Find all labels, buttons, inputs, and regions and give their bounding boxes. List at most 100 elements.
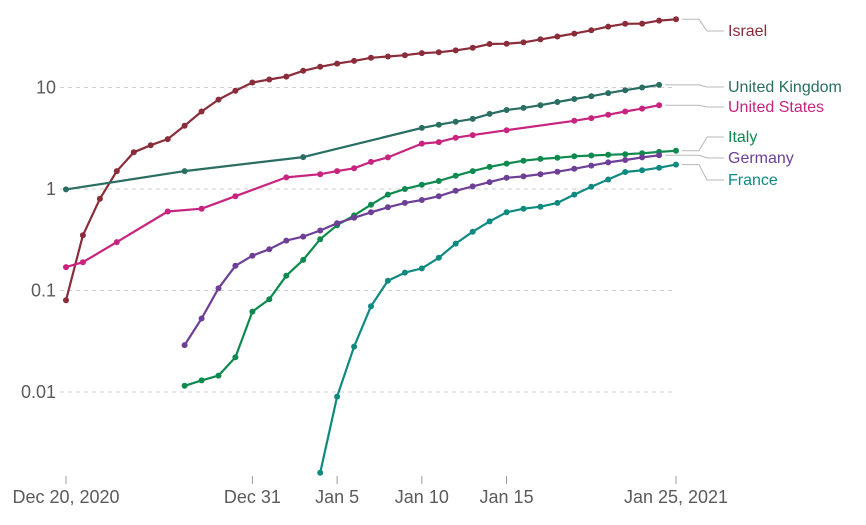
data-point-germany: [537, 171, 544, 178]
series-italy: [181, 147, 679, 389]
data-point-italy: [249, 308, 256, 315]
data-point-germany: [300, 233, 307, 240]
data-point-united-kingdom: [435, 121, 442, 128]
data-point-israel: [130, 149, 137, 156]
grid-layer: [60, 87, 676, 393]
series-germany: [181, 152, 663, 349]
series-line-france: [319, 163, 678, 474]
data-point-united-states: [317, 171, 324, 178]
data-point-israel: [96, 195, 103, 202]
data-point-israel: [554, 33, 561, 40]
data-point-united-kingdom: [520, 104, 527, 111]
data-point-italy: [639, 150, 646, 157]
data-point-france: [334, 393, 341, 400]
data-point-united-states: [639, 105, 646, 112]
data-point-united-states: [198, 205, 205, 212]
data-point-israel: [198, 108, 205, 115]
data-point-germany: [384, 204, 391, 211]
data-point-united-kingdom: [537, 102, 544, 109]
data-point-germany: [317, 227, 324, 234]
data-point-israel: [300, 67, 307, 74]
data-point-united-kingdom: [469, 115, 476, 122]
legend-connector-united-states: [665, 104, 724, 108]
series-line-italy: [183, 149, 678, 387]
data-point-israel: [469, 44, 476, 51]
data-point-italy: [588, 152, 595, 159]
data-point-france: [486, 218, 493, 225]
y-tick-label: 1: [46, 179, 56, 199]
data-point-germany: [418, 197, 425, 203]
data-point-france: [317, 469, 324, 476]
series-united-kingdom: [63, 81, 663, 193]
data-point-israel: [266, 76, 273, 83]
data-point-united-kingdom: [605, 90, 612, 97]
data-point-france: [435, 254, 442, 261]
data-point-italy: [232, 354, 239, 361]
data-point-italy: [571, 153, 578, 160]
data-point-germany: [639, 154, 646, 161]
data-point-italy: [418, 181, 425, 188]
data-point-united-kingdom: [181, 168, 188, 175]
data-point-italy: [283, 272, 290, 279]
data-point-israel: [164, 136, 171, 143]
data-point-united-states: [384, 154, 391, 161]
data-point-italy: [537, 155, 544, 162]
x-tick-label: Jan 15: [480, 487, 534, 507]
data-point-israel: [605, 23, 612, 30]
data-point-germany: [486, 179, 493, 186]
data-point-germany: [368, 209, 374, 216]
data-point-italy: [181, 382, 188, 389]
data-point-united-states: [435, 139, 442, 146]
series-israel: [63, 16, 679, 304]
data-point-israel: [520, 39, 527, 46]
data-point-israel: [113, 168, 120, 175]
data-point-israel: [384, 53, 391, 60]
data-point-germany: [198, 315, 205, 322]
legend-layer: Israel United Kingdom United States Italy Ge…: [665, 18, 842, 189]
data-point-italy: [435, 178, 442, 184]
data-point-germany: [503, 174, 510, 181]
data-point-germany: [215, 285, 222, 292]
data-point-france: [571, 191, 578, 198]
data-point-israel: [368, 54, 374, 61]
data-point-united-kingdom: [554, 99, 561, 105]
data-point-united-states: [622, 108, 629, 115]
data-point-italy: [384, 191, 391, 198]
data-point-italy: [622, 151, 629, 158]
data-point-united-states: [418, 140, 425, 147]
data-point-france: [452, 240, 459, 247]
data-point-france: [639, 167, 646, 174]
legend-connector-israel: [682, 18, 724, 32]
data-point-italy: [554, 154, 561, 161]
data-point-united-states: [605, 111, 612, 118]
series-line-united-kingdom: [64, 83, 661, 191]
data-point-france: [351, 343, 358, 350]
data-point-italy: [198, 377, 205, 384]
x-tick-label: Jan 25, 2021: [624, 487, 728, 507]
y-tick-label: 0.01: [21, 382, 56, 402]
data-point-france: [469, 228, 476, 235]
data-point-germany: [469, 183, 476, 190]
series-layer: [63, 16, 679, 476]
data-point-israel: [571, 30, 578, 37]
data-point-italy: [215, 372, 222, 379]
data-point-united-states: [113, 239, 120, 246]
legend-label-israel: Israel: [728, 23, 767, 40]
data-point-united-states: [452, 134, 459, 141]
data-point-israel: [503, 40, 510, 47]
data-point-germany: [520, 173, 527, 180]
data-point-germany: [656, 152, 663, 159]
data-point-germany: [266, 246, 273, 253]
data-point-germany: [351, 214, 358, 221]
data-point-france: [418, 265, 425, 272]
data-point-france: [368, 303, 374, 310]
data-point-israel: [215, 96, 222, 103]
data-point-israel: [656, 17, 663, 24]
data-point-italy: [317, 236, 324, 243]
data-point-united-kingdom: [452, 118, 459, 125]
legend-connector-france: [682, 164, 724, 181]
data-point-germany: [435, 193, 442, 200]
x-tick-label: Jan 10: [395, 487, 449, 507]
data-point-united-states: [79, 259, 86, 266]
data-point-israel: [317, 63, 324, 70]
